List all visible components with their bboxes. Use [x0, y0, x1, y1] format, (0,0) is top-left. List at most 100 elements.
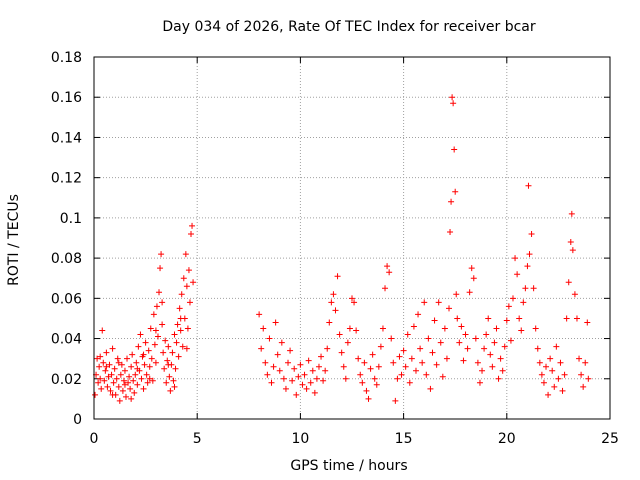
axis-ticks: 0 0.02 0.04 0.06 0.08 0.1 0.12 0.14 0.16 0.18 0 5 10…: [51, 50, 619, 447]
data-point: [433, 361, 440, 368]
data-point: [497, 355, 504, 362]
y-tick-label: 0.16: [51, 90, 82, 106]
data-point: [423, 371, 430, 378]
data-point: [549, 367, 556, 374]
data-point: [578, 371, 585, 378]
data-point: [454, 315, 461, 322]
data-point: [126, 373, 133, 380]
data-point: [108, 371, 115, 378]
data-point: [186, 299, 193, 306]
data-point: [133, 359, 140, 366]
data-point: [568, 210, 575, 217]
data-point: [305, 357, 312, 364]
data-point: [507, 337, 514, 344]
y-tick-label: 0.02: [51, 372, 82, 388]
data-point: [150, 311, 157, 318]
data-point: [435, 299, 442, 306]
data-point: [379, 325, 386, 332]
data-point: [359, 379, 366, 386]
data-point: [386, 269, 393, 276]
data-point: [573, 315, 580, 322]
data-point: [346, 325, 353, 332]
data-point: [551, 383, 558, 390]
data-point: [371, 375, 378, 382]
data-point: [530, 285, 537, 292]
data-point: [157, 265, 164, 272]
data-point: [97, 353, 104, 360]
data-point: [299, 381, 306, 388]
data-point: [394, 375, 401, 382]
data-point: [172, 365, 179, 372]
data-point: [179, 343, 186, 350]
data-point: [274, 351, 281, 358]
data-point: [315, 363, 322, 370]
data-point: [313, 375, 320, 382]
data-point: [184, 325, 191, 332]
data-point: [553, 343, 560, 350]
data-point: [107, 387, 114, 394]
data-point: [404, 331, 411, 338]
data-point: [125, 379, 132, 386]
data-point: [446, 305, 453, 312]
data-point: [92, 391, 99, 398]
data-point: [303, 385, 310, 392]
data-point: [396, 353, 403, 360]
data-point: [190, 279, 197, 286]
data-point: [146, 375, 153, 382]
data-point: [373, 381, 380, 388]
data-point: [94, 355, 101, 362]
data-point: [140, 385, 147, 392]
data-point: [138, 375, 145, 382]
data-point: [431, 317, 438, 324]
data-point: [99, 327, 106, 334]
data-point: [188, 230, 195, 237]
data-point: [113, 375, 120, 382]
data-point: [561, 371, 568, 378]
data-point: [103, 349, 110, 356]
data-point: [509, 295, 516, 302]
data-point: [585, 375, 592, 382]
data-point: [285, 359, 292, 366]
data-point: [129, 351, 136, 358]
data-point: [342, 375, 349, 382]
data-point: [470, 275, 477, 282]
data-point: [171, 383, 178, 390]
data-point: [421, 299, 428, 306]
data-point: [143, 371, 150, 378]
data-point: [106, 361, 113, 368]
data-point: [127, 385, 134, 392]
data-point: [485, 315, 492, 322]
data-point: [355, 355, 362, 362]
data-point: [398, 371, 405, 378]
data-point: [452, 188, 459, 195]
data-point: [495, 375, 502, 382]
data-point: [441, 325, 448, 332]
data-point: [582, 359, 589, 366]
data-point: [95, 379, 102, 386]
data-point: [102, 367, 109, 374]
data-point: [282, 385, 289, 392]
data-point: [489, 363, 496, 370]
data-point: [580, 383, 587, 390]
data-point: [159, 299, 166, 306]
data-point: [334, 273, 341, 280]
data-point: [180, 275, 187, 282]
data-point: [447, 228, 454, 235]
data-point: [332, 307, 339, 314]
data-point: [131, 389, 138, 396]
data-point: [499, 367, 506, 374]
data-point: [361, 359, 368, 366]
data-point: [144, 379, 151, 386]
data-point: [151, 341, 158, 348]
y-tick-label: 0.18: [51, 50, 82, 66]
data-point: [163, 379, 170, 386]
data-point: [101, 377, 108, 384]
data-point: [96, 363, 103, 370]
data-point: [512, 255, 519, 262]
data-point: [134, 365, 141, 372]
data-point: [153, 303, 160, 310]
data-point: [278, 339, 285, 346]
data-point: [427, 385, 434, 392]
data-point: [443, 355, 450, 362]
data-point: [159, 321, 166, 328]
